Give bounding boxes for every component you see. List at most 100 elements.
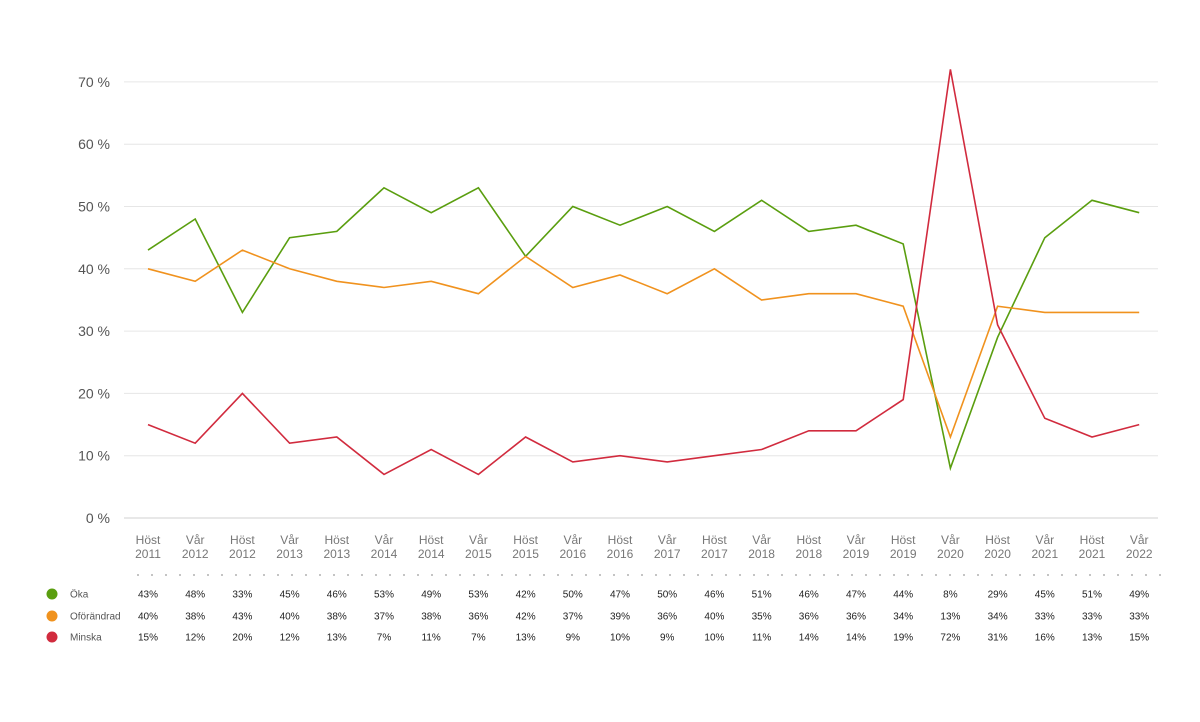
x-tick-label: Höst 2016 <box>607 533 634 561</box>
separator-dot <box>137 574 139 576</box>
separator-dot <box>683 574 685 576</box>
x-tick-label: Vår 2014 <box>371 533 398 561</box>
separator-dot <box>1103 574 1105 576</box>
legend-dot-minska <box>46 631 58 643</box>
data-label: 9% <box>660 633 675 644</box>
data-label: 19% <box>893 633 913 644</box>
separator-dot <box>571 574 573 576</box>
separator-dot <box>1159 574 1161 576</box>
data-label: 13% <box>940 612 960 623</box>
separator-dot <box>1005 574 1007 576</box>
data-label: 47% <box>846 590 866 601</box>
separator-dot <box>1145 574 1147 576</box>
legend-label: Öka <box>70 589 89 601</box>
separator-dot <box>1089 574 1091 576</box>
data-label: 40% <box>138 612 158 623</box>
data-label: 14% <box>799 633 819 644</box>
data-label: 34% <box>988 612 1008 623</box>
data-label: 42% <box>516 612 536 623</box>
separator-dot <box>487 574 489 576</box>
data-label: 33% <box>1129 612 1149 623</box>
separator-dot <box>879 574 881 576</box>
separator-dot <box>305 574 307 576</box>
separator-dot <box>1131 574 1133 576</box>
separator-dot <box>459 574 461 576</box>
data-label: 10% <box>610 633 630 644</box>
separator-dot <box>823 574 825 576</box>
data-label: 16% <box>1035 633 1055 644</box>
data-label: 51% <box>1082 590 1102 601</box>
data-label: 50% <box>563 590 583 601</box>
separator-dot <box>515 574 517 576</box>
x-tick-label: Höst 2013 <box>323 533 350 561</box>
data-label: 39% <box>610 612 630 623</box>
separator-dot <box>151 574 153 576</box>
x-tick-label: Höst 2021 <box>1079 533 1106 561</box>
separator-dot <box>207 574 209 576</box>
data-label: 29% <box>988 590 1008 601</box>
data-label: 72% <box>940 633 960 644</box>
series-line-oförändrad <box>147 249 1140 440</box>
data-label: 49% <box>421 590 441 601</box>
separator-dot <box>837 574 839 576</box>
data-label: 10% <box>704 633 724 644</box>
data-label: 43% <box>232 612 252 623</box>
y-tick-label: 40 % <box>78 261 110 277</box>
separator-dot <box>697 574 699 576</box>
x-tick-label: Höst 2019 <box>890 533 917 561</box>
x-tick-label: Höst 2012 <box>229 533 256 561</box>
data-label: 33% <box>232 590 252 601</box>
separator-dot <box>417 574 419 576</box>
separator-dot <box>389 574 391 576</box>
x-tick-label: Vår 2018 <box>748 533 775 561</box>
data-label: 9% <box>566 633 581 644</box>
series-line-öka <box>147 186 1140 472</box>
legend-label: Minska <box>70 633 102 644</box>
series-line-minska <box>147 69 1140 476</box>
data-label: 44% <box>893 590 913 601</box>
separator-dot <box>347 574 349 576</box>
x-tick-label: Höst 2014 <box>418 533 445 561</box>
data-label: 37% <box>374 612 394 623</box>
separator-dot <box>1075 574 1077 576</box>
y-tick-label: 70 % <box>78 74 110 90</box>
separator-dot <box>221 574 223 576</box>
separator-dot <box>949 574 951 576</box>
separator-dot <box>795 574 797 576</box>
separator-dot <box>235 574 237 576</box>
data-label: 13% <box>327 633 347 644</box>
data-label: 37% <box>563 612 583 623</box>
separator-dot <box>991 574 993 576</box>
data-label: 12% <box>280 633 300 644</box>
separator-dot <box>725 574 727 576</box>
x-tick-label: Vår 2020 <box>937 533 964 561</box>
separator-dot <box>655 574 657 576</box>
x-tick-label: Vår 2012 <box>182 533 209 561</box>
data-label: 48% <box>185 590 205 601</box>
separator-dot <box>781 574 783 576</box>
separator-dot <box>529 574 531 576</box>
data-label: 38% <box>327 612 347 623</box>
legend-label: Oförändrad <box>70 612 121 623</box>
data-label: 53% <box>374 590 394 601</box>
x-tick-label: Vår 2017 <box>654 533 681 561</box>
data-label: 36% <box>799 612 819 623</box>
data-label: 47% <box>610 590 630 601</box>
data-label: 46% <box>704 590 724 601</box>
data-label: 33% <box>1082 612 1102 623</box>
data-label: 49% <box>1129 590 1149 601</box>
data-label: 20% <box>232 633 252 644</box>
separator-dot <box>361 574 363 576</box>
separator-dot <box>963 574 965 576</box>
separator-dot <box>473 574 475 576</box>
separator-dot <box>1033 574 1035 576</box>
separator-dot <box>711 574 713 576</box>
separator-dot <box>921 574 923 576</box>
data-table: Öka 43% 48% 33% 45% 46% 53% 49% 53% 42% 50% 47% 50% 4… <box>46 574 1161 644</box>
data-label: 33% <box>1035 612 1055 623</box>
data-label: 38% <box>185 612 205 623</box>
data-label: 38% <box>421 612 441 623</box>
separator-dot <box>1019 574 1021 576</box>
data-label: 46% <box>327 590 347 601</box>
data-label: 15% <box>138 633 158 644</box>
